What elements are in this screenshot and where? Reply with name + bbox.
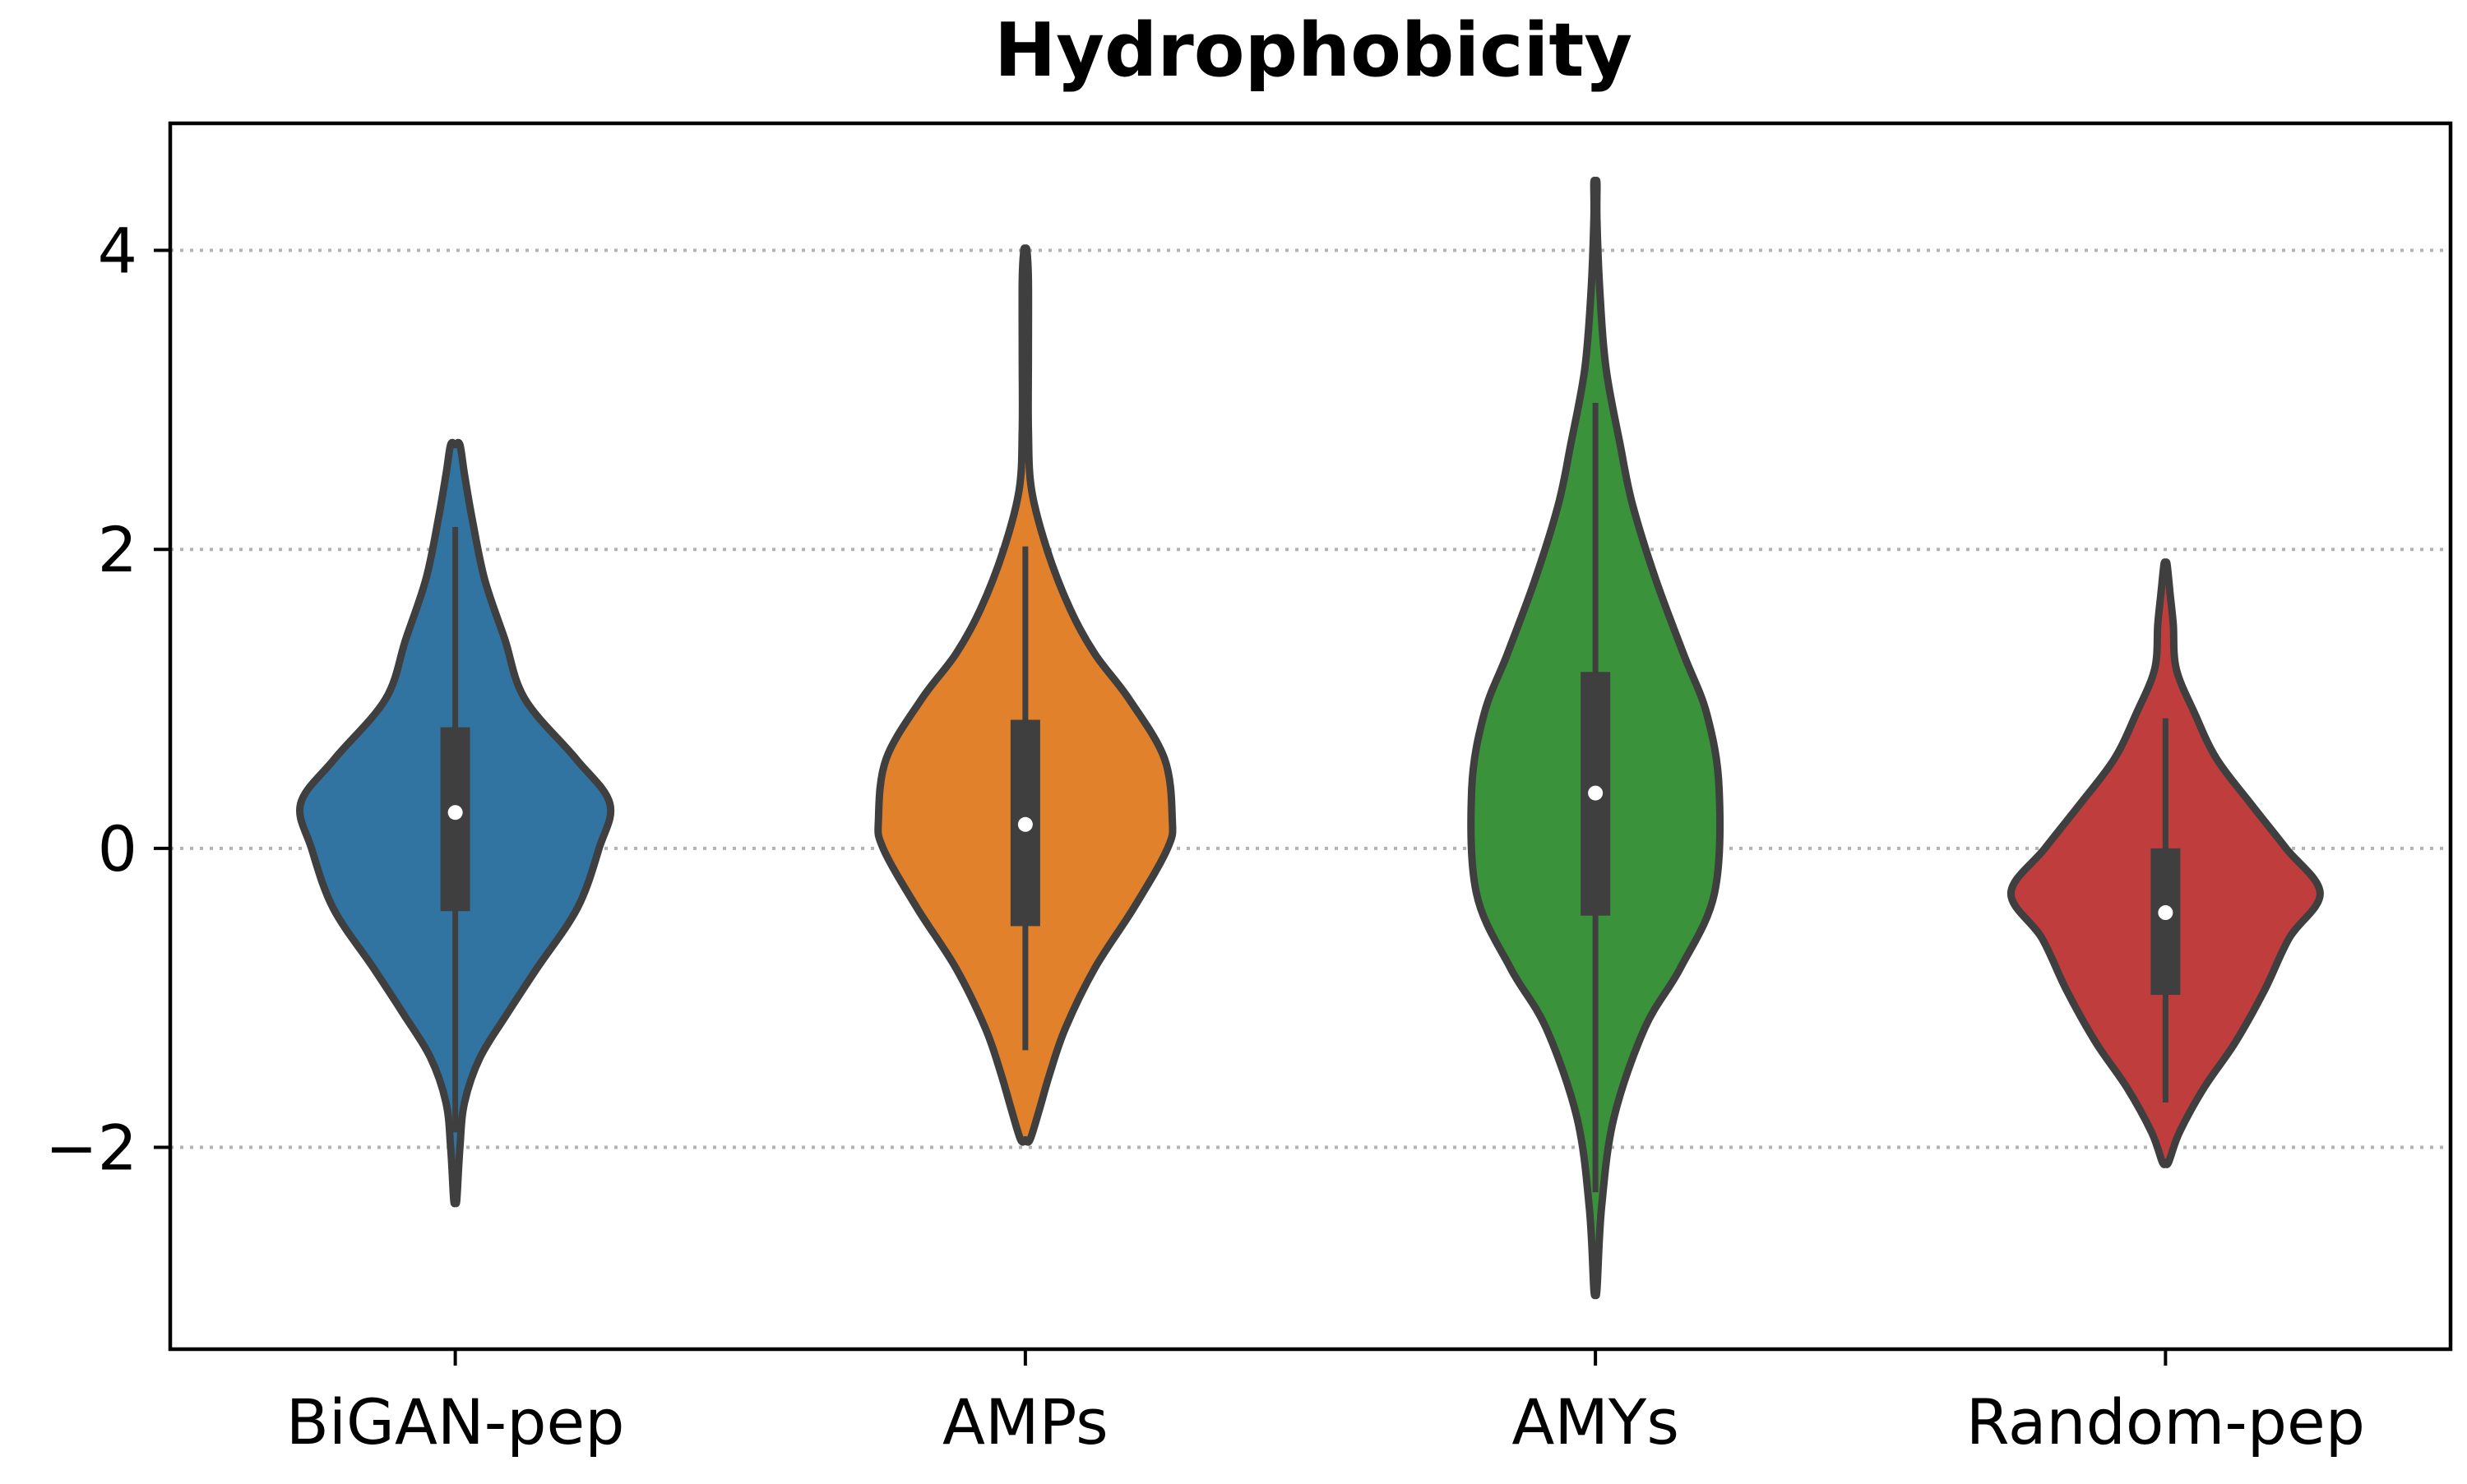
violin-bigan-pep: [296, 438, 615, 1208]
violin-amys: [1467, 176, 1724, 1300]
x-tick-label: Random-pep: [1966, 1385, 2365, 1459]
violin-random-pep: [2006, 558, 2324, 1168]
y-tick-label: 0: [98, 812, 137, 885]
chart-title: Hydrophobicity: [994, 7, 1632, 94]
y-tick-label: −2: [45, 1112, 137, 1185]
plot-frame: [168, 121, 2453, 1352]
violin-median-dot: [2158, 905, 2173, 921]
x-axis: BiGAN-pep AMPs AMYs Random-pep: [286, 1349, 2365, 1459]
violin-iqr-box: [2150, 848, 2181, 996]
y-tick-label: 2: [98, 513, 137, 586]
violin-median-dot: [1588, 785, 1604, 801]
violin-amps: [874, 244, 1177, 1146]
x-tick-label: AMPs: [942, 1385, 1109, 1459]
x-tick-label: AMYs: [1511, 1385, 1679, 1459]
x-tick-label: BiGAN-pep: [286, 1385, 625, 1459]
y-axis: −2 0 2 4: [45, 215, 170, 1185]
y-tick-label: 4: [98, 215, 137, 288]
violin-median-dot: [447, 805, 463, 821]
violin-median-dot: [1017, 816, 1033, 832]
violins: [296, 176, 2324, 1300]
